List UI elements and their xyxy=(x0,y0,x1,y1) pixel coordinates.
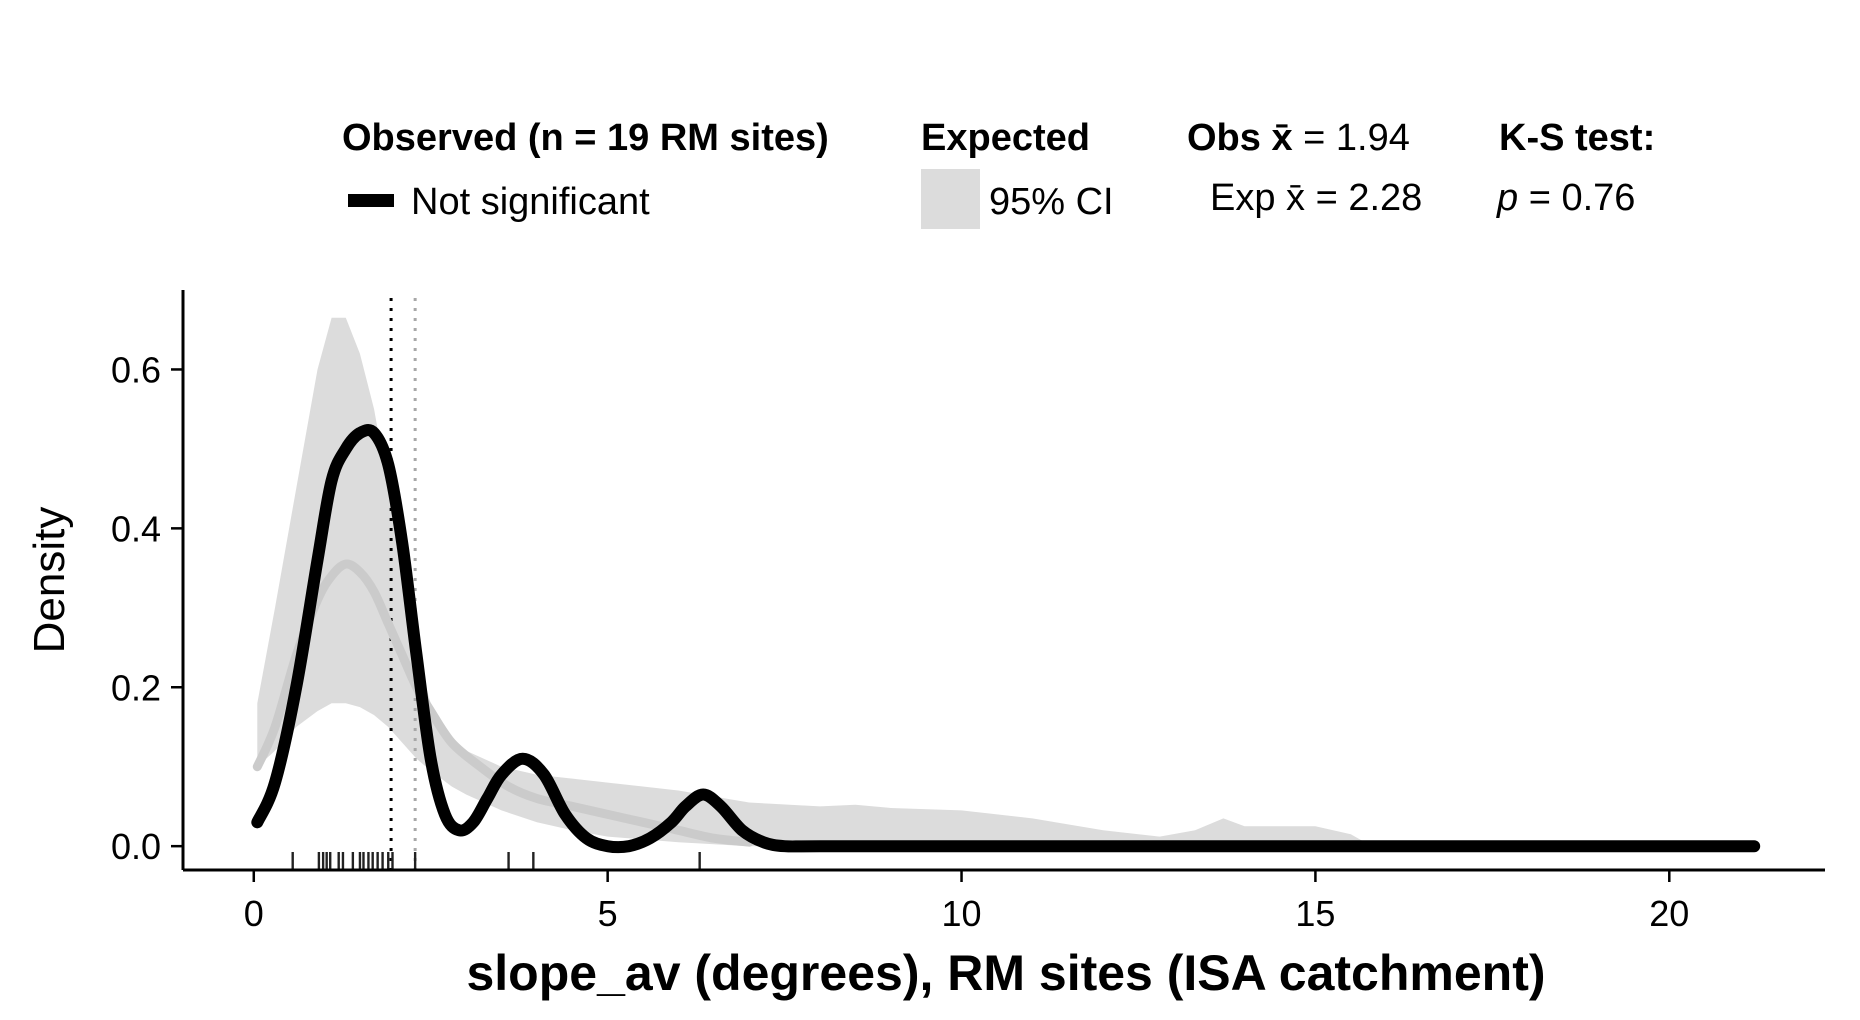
legend-ks-p-value: = 0.76 xyxy=(1518,177,1635,219)
x-tick-label: 15 xyxy=(1295,893,1335,934)
x-tick-label: 0 xyxy=(244,893,264,934)
legend-ks-title: K-S test: xyxy=(1499,117,1655,159)
legend-ks-p: p = 0.76 xyxy=(1496,177,1635,219)
legend-observed-item: Not significant xyxy=(411,181,650,223)
x-tick-label: 20 xyxy=(1649,893,1689,934)
ci-band xyxy=(257,317,1372,847)
y-axis-title: Density xyxy=(25,507,74,654)
legend-ci-swatch xyxy=(921,169,980,229)
ci-band-layer xyxy=(257,317,1372,847)
legend-exp-mean-value: = 2.28 xyxy=(1305,177,1422,219)
y-tick-label: 0.6 xyxy=(111,349,161,390)
y-tick-label: 0.0 xyxy=(111,826,161,867)
rug-layer xyxy=(291,852,701,870)
legend-exp-mean: Exp x̄ = 2.28 xyxy=(1210,177,1422,219)
legend-exp-mean-symbol: x̄ xyxy=(1286,177,1305,219)
x-tick-label: 10 xyxy=(942,893,982,934)
legend-expected-title: Expected xyxy=(921,117,1090,159)
legend: Observed (n = 19 RM sites) Not significa… xyxy=(342,117,1655,229)
x-tick-label: 5 xyxy=(598,893,618,934)
axes: 0 5 10 15 20 0.0 0.2 0.4 0.6 xyxy=(111,290,1825,934)
legend-exp-mean-prefix: Exp xyxy=(1210,177,1286,219)
legend-expected-item: 95% CI xyxy=(989,181,1114,223)
legend-ks-p-symbol: p xyxy=(1496,177,1518,219)
legend-observed-swatch xyxy=(348,194,394,207)
legend-obs-mean-symbol: x̄ xyxy=(1271,117,1292,159)
x-axis-title: slope_av (degrees), RM sites (ISA catchm… xyxy=(466,945,1545,1001)
legend-obs-mean: Obs x̄ = 1.94 xyxy=(1187,117,1410,159)
observed-density-line xyxy=(251,423,1761,854)
y-tick-label: 0.2 xyxy=(111,667,161,708)
legend-obs-mean-value: = 1.94 xyxy=(1293,117,1410,159)
legend-obs-mean-prefix: Obs xyxy=(1187,117,1271,159)
legend-observed-title: Observed (n = 19 RM sites) xyxy=(342,117,829,159)
observed-density-layer xyxy=(251,423,1761,854)
y-tick-label: 0.4 xyxy=(111,508,161,549)
